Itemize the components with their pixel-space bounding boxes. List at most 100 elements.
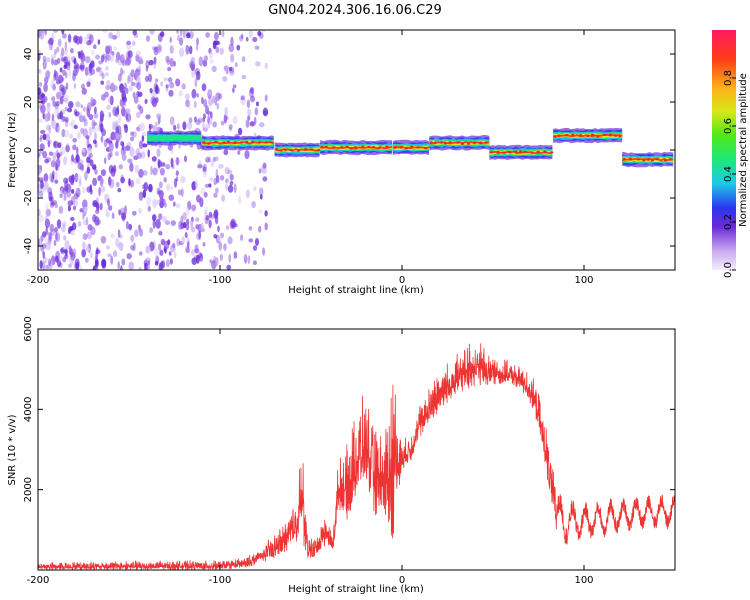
spectrogram-noise-cell [169,186,174,191]
spectrogram-noise-cell [176,30,179,35]
spectrogram-noise-cell [85,135,90,140]
spectrogram-noise-cell [51,57,54,66]
spectrogram-noise-cell [247,115,251,121]
spectrogram-ridge-segment [201,141,274,145]
spectrogram-peak-cell [479,141,483,144]
spectrogram-peak-cell [424,146,428,150]
spectrogram-noise-cell [232,87,235,93]
spectrogram-noise-cell [127,158,133,164]
spectrogram-noise-cell [224,167,230,175]
spectrogram-noise-cell [108,205,113,211]
spectrogram-noise-cell [75,187,81,198]
spectrogram-peak-cell [251,141,255,144]
spectrogram-noise-cell [117,261,120,270]
spectrogram-noise-cell [77,50,83,56]
spectrogram-noise-cell [241,56,246,63]
spectrogram-noise-cell [116,30,121,39]
spectrogram-noise-cell [106,79,111,88]
colorbar-tick-label: 0.8 [723,70,734,86]
spectrogram-noise-cell [179,47,185,57]
spectrogram-noise-cell [38,165,43,174]
spectrogram-noise-cell [227,236,233,245]
spectrogram-noise-cell [104,91,109,98]
spectrogram-noise-cell [194,248,200,254]
spectrogram-noise-cell [70,251,76,261]
snr-xtick-label: 100 [574,575,593,586]
spectrogram-noise-cell [55,91,62,100]
colorbar-tick-label: 0.4 [723,166,734,182]
spectrogram-noise-cell [98,186,101,197]
spectrogram-noise-cell [205,32,211,38]
spectrogram-noise-cell [94,141,98,148]
snr-panel: -200 -100 0 100 2000 4000 6000 Height of strai… [7,316,676,595]
spectrogram-noise-cell [124,205,127,215]
spectrogram-noise-cell [167,66,172,72]
figure-title: GN04.2024.306.16.06.C29 [268,3,442,18]
spectrogram-noise-cell [142,189,147,199]
spectrogram-noise-cell [151,214,157,222]
spectrogram-noise-cell [125,87,129,95]
spectrogram-noise-cell [261,168,268,174]
spectrogram-noise-cell [181,83,186,90]
spectrogram-noise-cell [154,260,159,266]
spectrogram-noise-cell [71,154,74,162]
spectrogram-noise-cell [208,183,212,188]
spectrogram-noise-cell [204,209,207,219]
spectrogram-noise-cell [187,100,191,110]
spectrogram-noise-cell [152,167,158,176]
spectrogram-noise-cell [133,155,139,161]
spectrogram-noise-cell [218,93,223,100]
spectrogram-peak-cell [553,135,557,138]
spectrogram-noise-cell [159,167,165,176]
spectrogram-noise-cell [57,126,61,134]
spectrogram-peak-cell [603,133,607,137]
spectrogram-noise-cell [225,182,229,191]
spectrogram-noise-cell [195,43,199,51]
spectrogram-noise-cell [50,174,55,183]
spectrogram-peak-cell [309,148,313,151]
spectrogram-noise-cell [209,177,214,182]
spectrogram-noise-cell [115,237,120,248]
spectrogram-noise-cell [245,189,250,199]
spectrogram-peak-cell [361,145,365,148]
spectrogram-peak-cell [245,141,249,144]
spectrogram-noise-cell [172,242,176,249]
spectrogram-noise-cell [224,106,228,117]
spectrogram-noise-cell [50,118,54,128]
spectrogram-noise-cell [158,262,162,270]
spectrogram-noise-cell [190,226,196,233]
spectrogram-noise-cell [73,35,78,44]
spectrogram-noise-cell [63,71,67,77]
spectrogram-noise-cell [160,31,165,38]
spectrogram-noise-cell [76,111,83,119]
spectrogram-noise-cell [196,93,199,98]
spectrogram-noise-cell [113,46,118,51]
spectrogram-noise-cell [160,198,166,206]
spectrogram-noise-cell [118,242,124,251]
spectrogram-noise-cell [205,156,210,163]
spectrogram-noise-cell [165,220,170,226]
spectrogram-peak-cell [353,146,358,149]
spectrogram-noise-cell [255,101,260,107]
spectrogram-noise-cell [65,144,70,153]
spectrogram-peak-cell [279,149,283,152]
spectrogram-noise-cell [228,43,235,53]
spectrogram-noise-cell [189,45,193,55]
spectrogram-noise-cell [46,103,51,114]
spectrogram-noise-cell [91,126,97,133]
spectrogram-noise-cell [104,72,110,77]
spectrogram-noise-cell [132,40,136,47]
spectrogram-noise-cell [202,113,207,119]
spectrogram-noise-cell [72,138,77,143]
spectrogram-noise-cell [92,177,97,187]
spectrogram-noise-cell [164,202,167,208]
spectrogram-noise-cell [94,106,97,115]
spectrogram-peak-cell [207,142,211,145]
spectrogram-xtick-label: -100 [209,275,232,286]
spectrogram-noise-cell [183,221,187,229]
spectrogram-peak-cell [304,148,308,151]
spectrogram-noise-cell [118,114,122,124]
spectrogram-noise-cell [127,75,130,84]
spectrogram-noise-cell [62,116,66,122]
